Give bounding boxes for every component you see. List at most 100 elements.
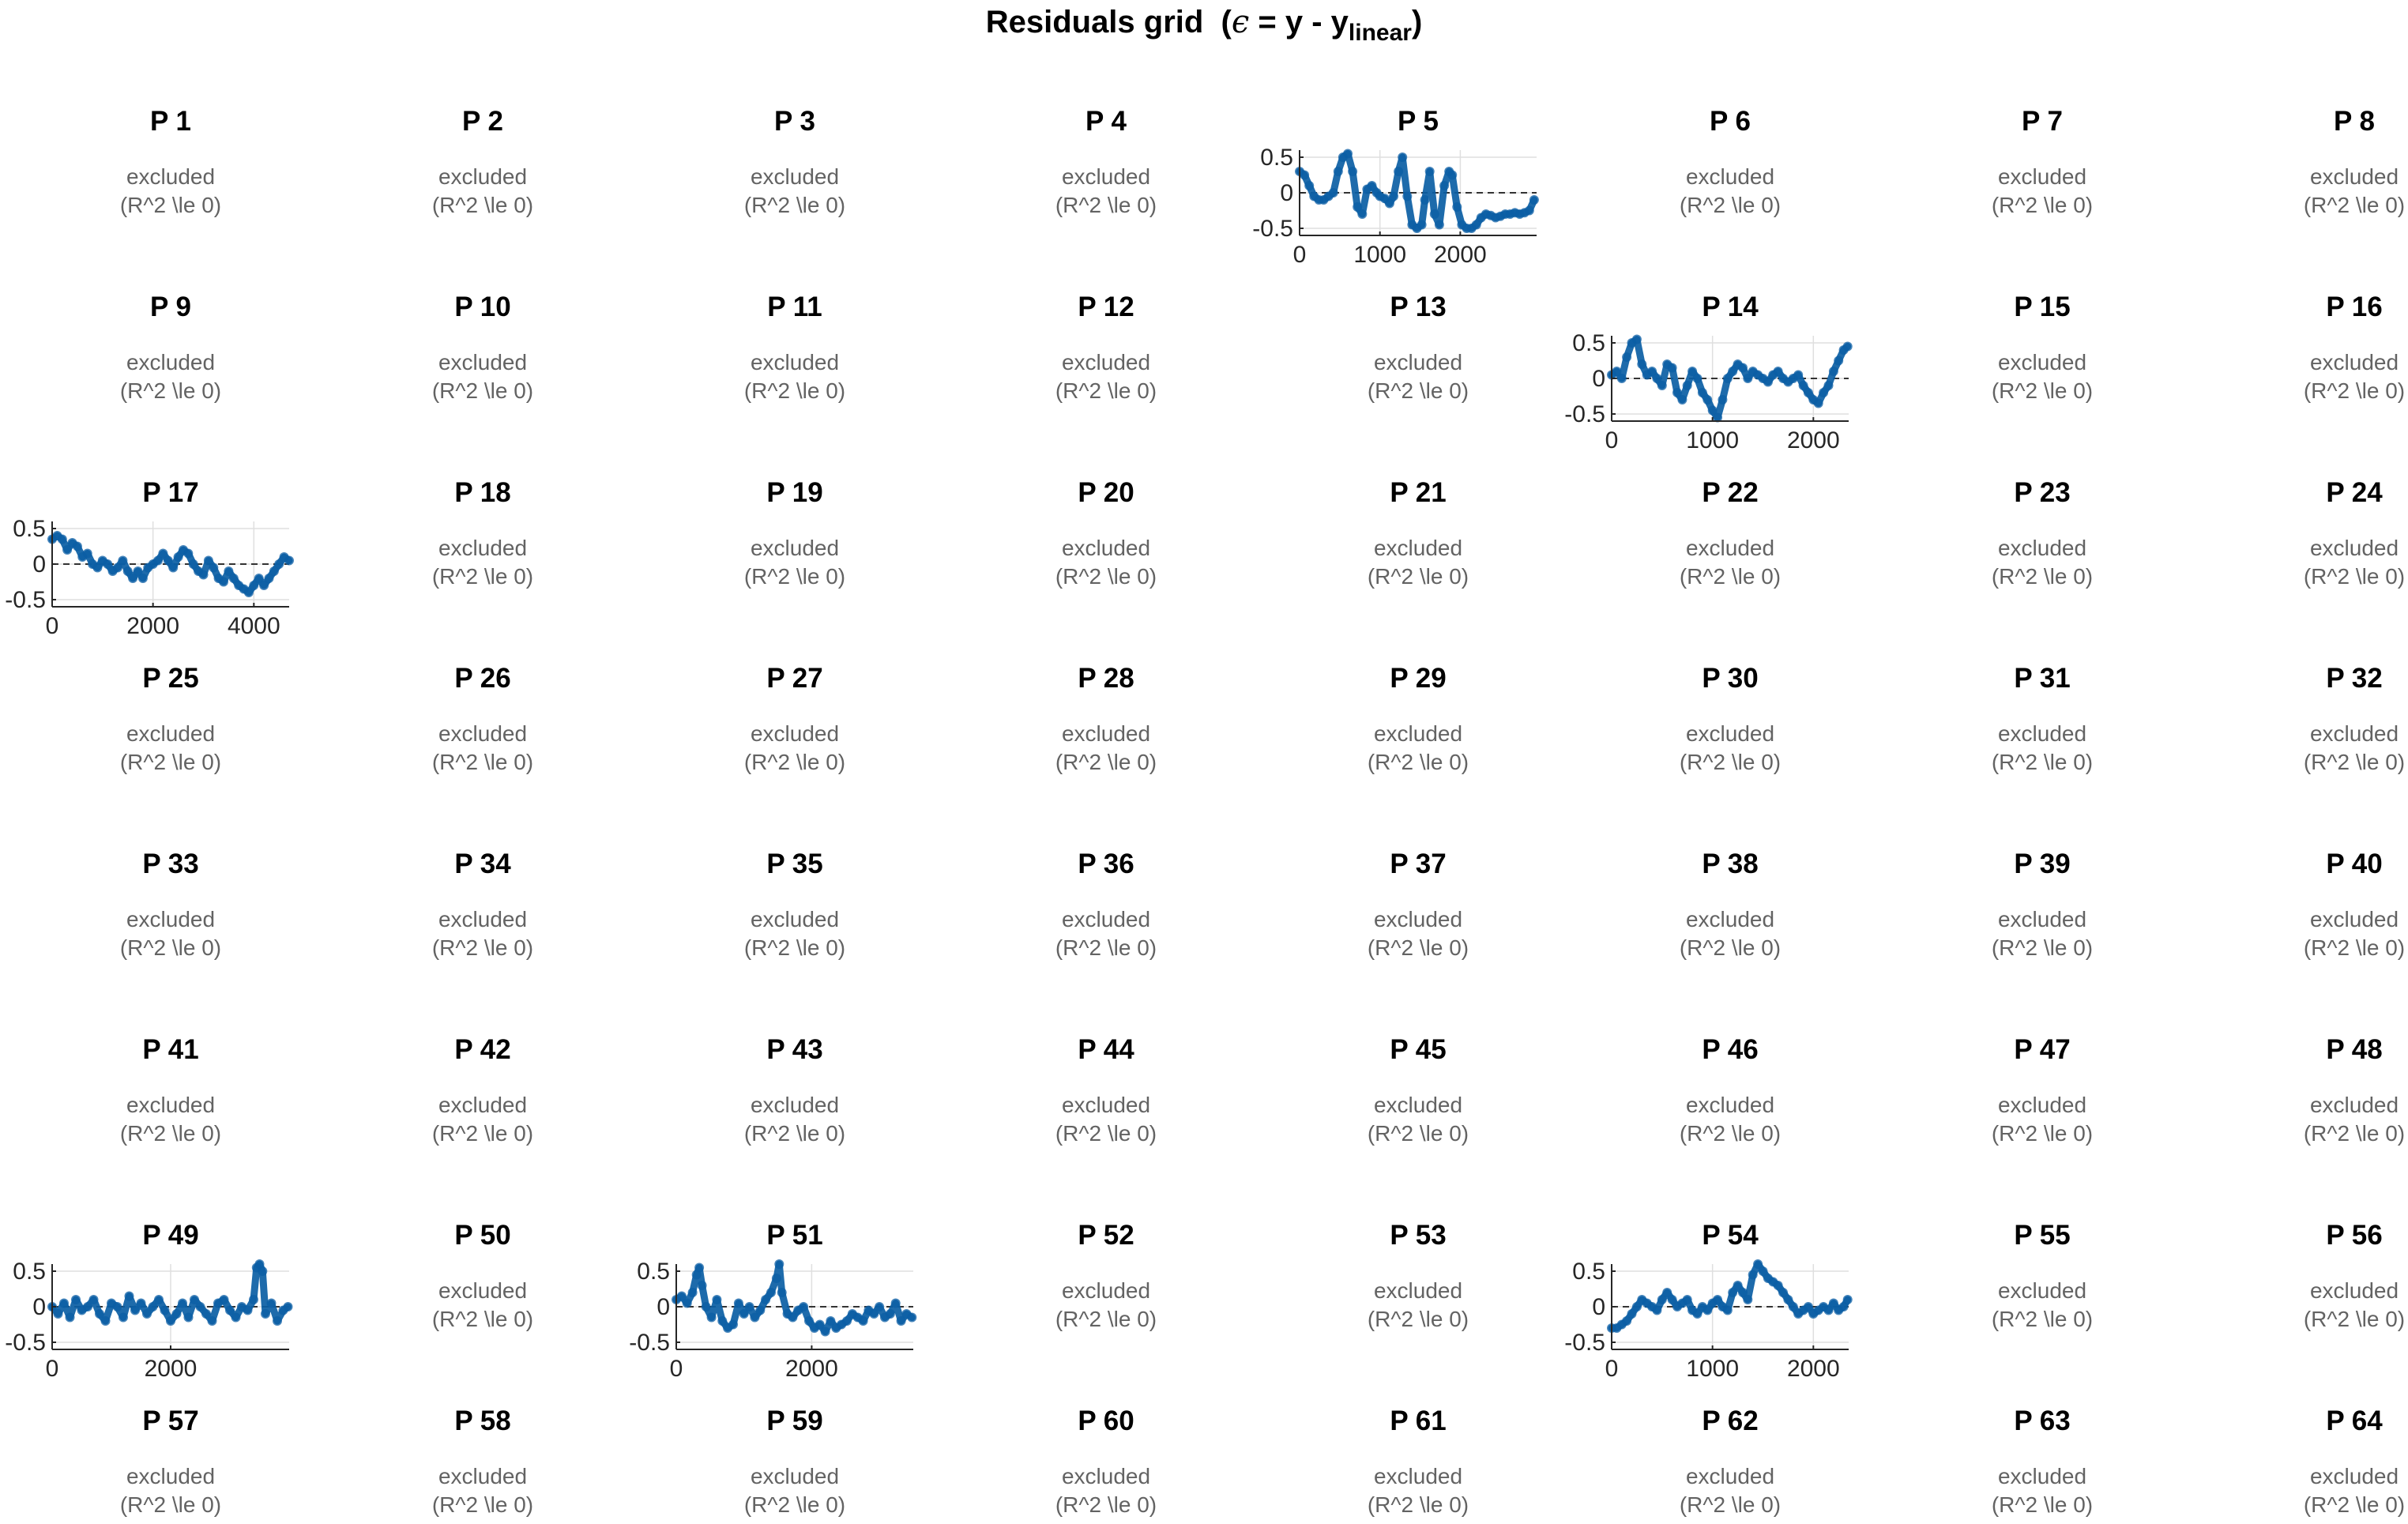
residual-point bbox=[190, 1295, 199, 1304]
residual-point bbox=[1703, 395, 1713, 405]
excluded-label: excluded bbox=[1373, 907, 1463, 931]
residual-point bbox=[842, 1316, 852, 1326]
excluded-label: excluded bbox=[126, 164, 216, 189]
title-symbol: ϵ bbox=[1231, 4, 1250, 40]
residual-point bbox=[82, 548, 92, 559]
excluded-reason: (R^2 \le 0) bbox=[743, 193, 846, 217]
panel-title-p-2: P 2 bbox=[462, 106, 503, 137]
plot-p-49: 0.50-0.50 2000 bbox=[5, 1259, 293, 1382]
panel-title-p-37: P 37 bbox=[1390, 849, 1447, 879]
excluded-label: excluded bbox=[1373, 721, 1463, 746]
y-tick-label: 0.5 bbox=[1572, 330, 1605, 356]
excluded-label: excluded bbox=[438, 1093, 528, 1117]
residual-point bbox=[1738, 363, 1748, 373]
residual-point bbox=[1667, 363, 1677, 373]
residual-point bbox=[1434, 220, 1444, 230]
residual-point bbox=[875, 1302, 885, 1311]
excluded-reason: (R^2 \le 0) bbox=[1055, 750, 1157, 774]
excluded-reason: (R^2 \le 0) bbox=[743, 378, 846, 403]
x-tick-label: 4000 bbox=[228, 613, 280, 639]
residual-point bbox=[1622, 352, 1632, 362]
panel-title-p-31: P 31 bbox=[2014, 663, 2071, 694]
excluded-reason: (R^2 \le 0) bbox=[431, 193, 534, 217]
excluded-label: excluded bbox=[126, 1093, 216, 1117]
excluded-label: excluded bbox=[1685, 907, 1775, 931]
panel-title-p-50: P 50 bbox=[454, 1220, 511, 1251]
excluded-label: excluded bbox=[1685, 1464, 1775, 1488]
panel-title-p-47: P 47 bbox=[2014, 1034, 2071, 1065]
excluded-reason: (R^2 \le 0) bbox=[1679, 564, 1782, 589]
excluded-reason: (R^2 \le 0) bbox=[119, 193, 222, 217]
x-tick-label: 1000 bbox=[1686, 1356, 1739, 1382]
residual-point bbox=[219, 1295, 229, 1304]
residual-point bbox=[1687, 367, 1698, 376]
residual-point bbox=[195, 1302, 205, 1311]
residual-point bbox=[766, 1288, 776, 1297]
residual-point bbox=[744, 1302, 754, 1311]
residual-point bbox=[1813, 398, 1823, 408]
residual-point bbox=[83, 1302, 92, 1311]
panel-title-p-28: P 28 bbox=[1078, 663, 1134, 694]
residual-point bbox=[72, 541, 82, 551]
panel-title-p-9: P 9 bbox=[150, 292, 191, 322]
residual-point bbox=[1394, 167, 1404, 176]
residual-point bbox=[57, 534, 67, 544]
excluded-label: excluded bbox=[438, 1464, 528, 1488]
residual-point bbox=[95, 1309, 104, 1319]
residual-point bbox=[788, 1312, 798, 1323]
panel-title-p-12: P 12 bbox=[1078, 292, 1134, 322]
residual-point bbox=[869, 1309, 879, 1319]
panel-title-p-17: P 17 bbox=[142, 477, 199, 508]
residual-point bbox=[1631, 334, 1642, 344]
residual-point bbox=[133, 566, 143, 576]
panel-title-p-16: P 16 bbox=[2326, 292, 2383, 322]
residual-point bbox=[1471, 220, 1481, 230]
panel-title-p-19: P 19 bbox=[766, 477, 823, 508]
x-tick-label: 0 bbox=[670, 1356, 683, 1382]
residual-point bbox=[103, 559, 113, 569]
panel-title-p-27: P 27 bbox=[766, 663, 823, 694]
panel-title-p-64: P 64 bbox=[2326, 1405, 2383, 1436]
residual-point bbox=[739, 1309, 749, 1319]
x-tick-label: 0 bbox=[46, 1356, 59, 1382]
residual-point bbox=[112, 1302, 122, 1311]
y-tick-label: 0 bbox=[1592, 1294, 1605, 1320]
residual-point bbox=[1707, 405, 1718, 416]
excluded-label: excluded bbox=[750, 164, 840, 189]
residual-point bbox=[1333, 167, 1343, 176]
excluded-reason: (R^2 \le 0) bbox=[1367, 1307, 1469, 1331]
excluded-reason: (R^2 \le 0) bbox=[743, 1492, 846, 1517]
residual-point bbox=[266, 1298, 277, 1308]
residual-point bbox=[65, 1312, 75, 1323]
residual-point bbox=[1682, 381, 1692, 390]
x-tick-label: 1000 bbox=[1353, 242, 1406, 268]
residual-point bbox=[183, 548, 194, 559]
excluded-label: excluded bbox=[1685, 164, 1775, 189]
panel-title-p-35: P 35 bbox=[766, 849, 823, 879]
title-prefix: Residuals grid bbox=[985, 5, 1204, 40]
residual-point bbox=[168, 563, 179, 573]
residual-point bbox=[201, 1309, 211, 1319]
panel-title-p-29: P 29 bbox=[1390, 663, 1447, 694]
residual-point bbox=[712, 1295, 722, 1304]
residual-point bbox=[148, 1302, 158, 1311]
panel-title-p-3: P 3 bbox=[774, 106, 815, 137]
residual-point bbox=[1778, 1288, 1788, 1297]
excluded-label: excluded bbox=[2309, 1278, 2399, 1303]
panel-title-p-42: P 42 bbox=[454, 1034, 511, 1065]
residual-point bbox=[858, 1316, 868, 1326]
panel-title-p-30: P 30 bbox=[1702, 663, 1759, 694]
residual-point bbox=[771, 1274, 781, 1283]
residual-point bbox=[154, 1295, 164, 1304]
residual-point bbox=[1637, 359, 1647, 369]
residual-point bbox=[1631, 1302, 1642, 1311]
panel-title-p-34: P 34 bbox=[454, 849, 511, 879]
residual-point bbox=[209, 563, 219, 573]
panel-title-p-51: P 51 bbox=[766, 1220, 823, 1251]
excluded-reason: (R^2 \le 0) bbox=[1055, 193, 1157, 217]
y-tick-label: 0.5 bbox=[13, 1259, 46, 1285]
x-tick-label: 0 bbox=[1605, 427, 1619, 453]
residual-point bbox=[1819, 388, 1829, 397]
plot-p-17: 0.50-0.50 2000 4000 bbox=[5, 516, 294, 639]
residual-point bbox=[1783, 1295, 1793, 1304]
